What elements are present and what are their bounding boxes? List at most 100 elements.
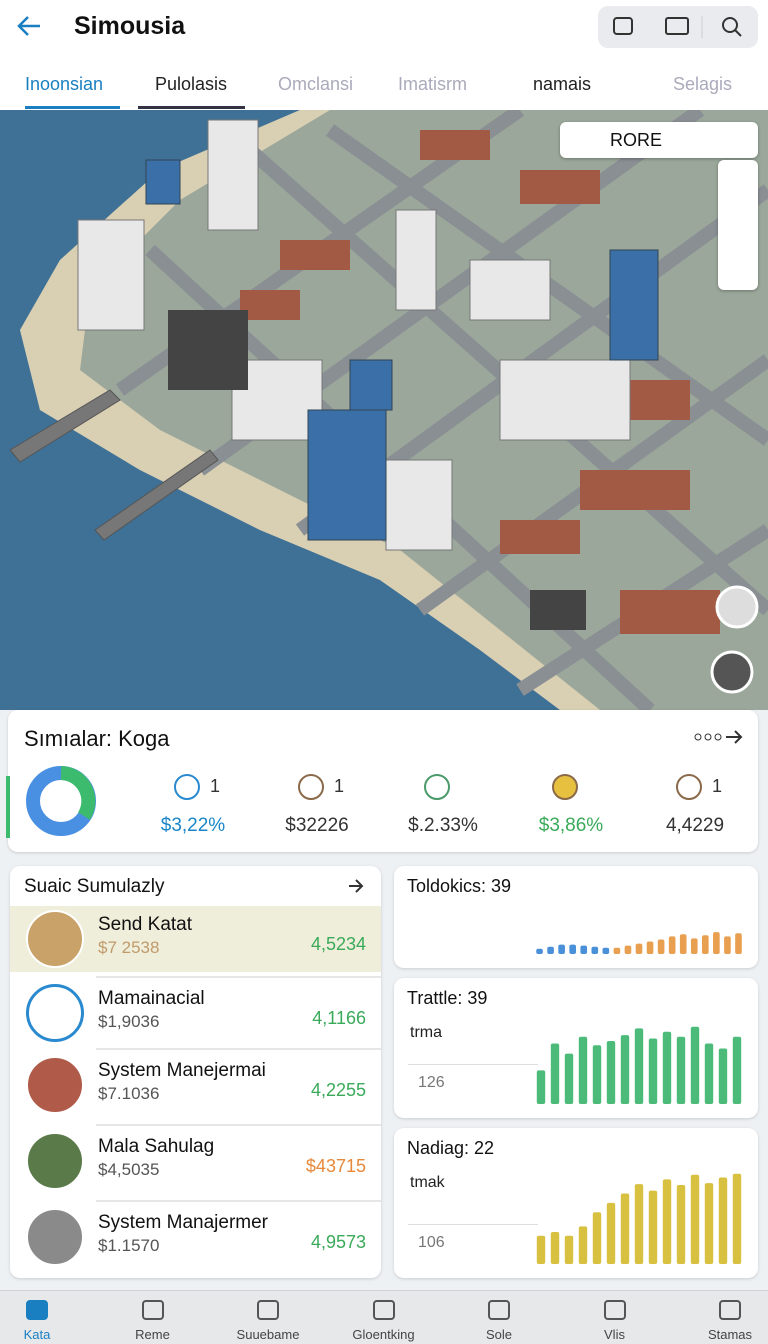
stat-badge: 1 [334,776,345,796]
top-bar: Simousia [0,0,768,110]
mini-bar [657,939,665,954]
mini-bar [635,943,643,954]
nav-label[interactable]: Suuebame [236,1327,300,1342]
mini-chart-title: Toldokics: 39 [407,876,512,896]
tab[interactable]: Omclansi [278,74,354,94]
mini-bar [578,1226,588,1264]
nav-label[interactable]: Sole [485,1327,513,1342]
stat-badge: 1 [210,776,221,796]
back-button[interactable] [14,12,46,40]
nav-label[interactable]: Stamas [707,1327,753,1342]
mini-bar [624,945,632,954]
mini-bar [547,946,554,954]
more-button[interactable] [692,726,744,748]
list-divider [96,1200,381,1202]
mini-bar [704,1043,714,1104]
mini-bar [620,1193,630,1264]
list-icon [26,984,84,1042]
map-mode-label[interactable]: RORE [610,130,663,150]
tab[interactable]: Pulolasis [155,74,228,94]
city-map[interactable] [0,110,768,710]
list-icon [26,1208,84,1266]
item-price: $1.1570 [98,1236,160,1255]
mini-bar [718,1048,728,1104]
mini-bar [704,1183,714,1264]
bottom-nav [0,1290,768,1344]
toolbar [598,6,758,48]
mini-bar [578,1036,588,1104]
item-amount: 4,2255 [310,1080,366,1100]
mini-bar [591,946,599,954]
item-price: $7.1036 [98,1084,160,1103]
nav-icon[interactable] [26,1300,48,1320]
item-price: $1,9036 [98,1012,160,1031]
nav-icon[interactable] [257,1300,279,1320]
mini-chart-card: Nadiag: 22 tmak 106 [394,1128,758,1278]
stat-icon [174,774,200,800]
tab[interactable]: namais [533,74,592,94]
mini-chart-title: Nadiag: 22 [407,1138,495,1158]
mini-bar [536,1235,546,1264]
mini-bar-chart [536,1173,742,1264]
item-name[interactable]: Mala Sahulag [98,1136,215,1157]
mini-chart-card: Trattle: 39 trma 126 [394,978,758,1118]
mini-chart-sublabel: 126 [418,1074,445,1091]
mini-bar [558,944,565,954]
nav-label[interactable]: Gloentking [352,1327,415,1342]
mini-bar-chart [536,1026,742,1104]
list-divider [96,976,381,978]
nav-icon[interactable] [603,1300,626,1320]
item-amount: 4,5234 [310,934,366,954]
nav-icon[interactable] [372,1300,395,1320]
mini-bar [646,941,654,954]
mini-bar [713,932,720,954]
mini-bar [634,1184,644,1264]
mini-bar [648,1038,658,1104]
nav-icon[interactable] [719,1300,741,1320]
item-name[interactable]: Mamainacial [98,988,205,1009]
nav-label[interactable]: Reme [135,1327,170,1342]
item-price: $7 2538 [98,938,160,957]
mini-bar [536,948,543,954]
mini-bar [690,1026,700,1104]
mini-bar [702,935,709,954]
mini-bar [679,934,687,954]
nav-icon[interactable] [488,1300,510,1320]
mini-bar [569,944,576,954]
nav-label[interactable]: Vlis [604,1327,625,1342]
mini-bar [620,1035,630,1104]
list-divider [96,1048,381,1050]
nav-icon[interactable] [141,1300,164,1320]
item-amount: 4,9573 [310,1232,366,1252]
stat-value: 4,4229 [665,815,725,836]
mini-bar [564,1053,574,1104]
mini-bar [634,1028,644,1104]
mini-chart-sublabel: 106 [418,1234,445,1251]
tab-divider [138,106,245,109]
item-name[interactable]: System Manejermai [98,1060,266,1081]
mini-bar [592,1212,602,1264]
list-icon [26,910,84,968]
nav-label[interactable]: Kata [23,1327,51,1342]
mini-bar [676,1036,686,1104]
list-open[interactable] [346,876,366,896]
tab[interactable]: Selagis [673,74,733,94]
mini-chart-card: Toldokics: 39 [394,866,758,968]
mini-bar [592,1045,602,1104]
mini-bar [564,1235,574,1264]
mini-bar [724,936,731,954]
item-name[interactable]: System Manajermer [98,1212,268,1233]
map-side-buttons[interactable] [718,160,758,290]
stat-icon [676,774,702,800]
mini-bar [550,1043,560,1104]
mini-bar [676,1185,686,1264]
list-icon [26,1132,84,1190]
item-name[interactable]: Send Katat [98,914,193,935]
toolbar-icons[interactable] [610,14,750,40]
tab[interactable]: Inoonsian [25,74,104,94]
tab[interactable]: Imatisrm [398,74,467,94]
mini-chart-label: trma [410,1024,442,1041]
mini-bar [613,947,621,954]
app-title: Simousia [74,12,186,40]
